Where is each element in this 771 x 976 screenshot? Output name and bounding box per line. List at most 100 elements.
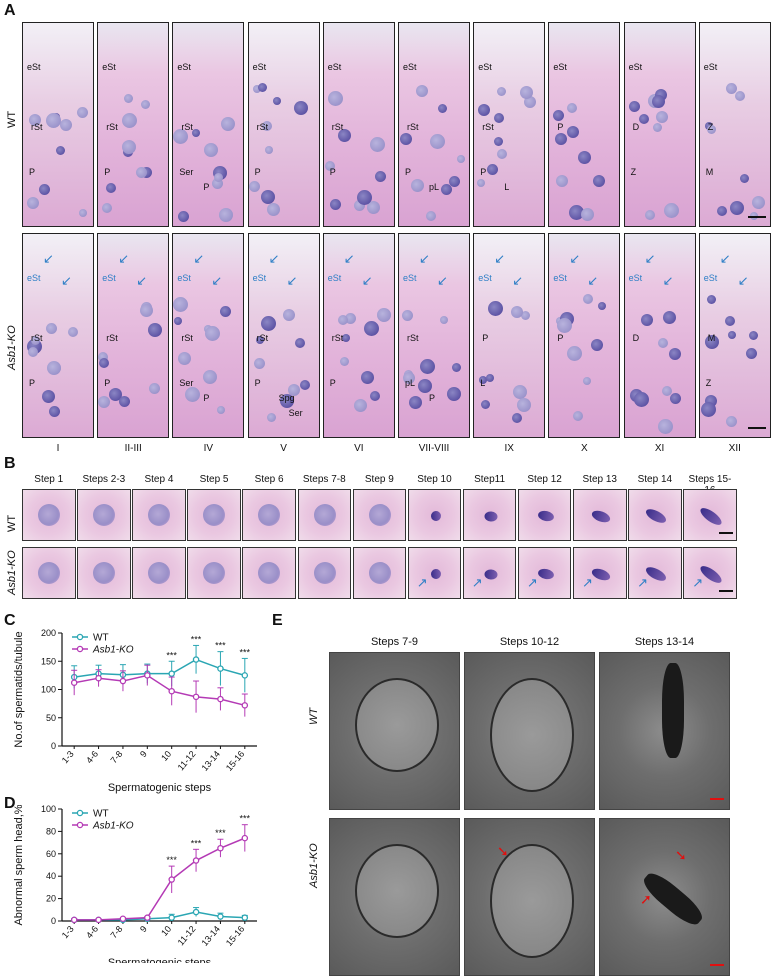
data-point: [95, 674, 102, 682]
data-point: [241, 834, 249, 842]
cell-label: eSt: [252, 273, 267, 283]
stage-label: V: [280, 443, 287, 454]
ko-step-tile: [297, 547, 351, 599]
cell-label: D: [632, 122, 640, 132]
cell-label: rSt: [331, 333, 344, 343]
spermatid-nucleus: [590, 566, 612, 582]
nucleus: [220, 306, 232, 317]
nucleus: [706, 295, 716, 304]
data-point: [70, 679, 78, 686]
cell-label: P: [104, 378, 111, 388]
x-tick-label: 7-8: [108, 924, 124, 940]
x-tick-label: 11-12: [176, 924, 198, 948]
x-tick-label: 4-6: [84, 924, 100, 940]
nucleus: [339, 357, 349, 366]
ko-step-tile: ↗: [407, 547, 462, 599]
nucleus: [279, 394, 294, 408]
nucleus: [329, 199, 341, 210]
y-tick-label: 200: [41, 628, 56, 638]
cell-label: Z: [630, 167, 637, 177]
cell-label: eSt: [403, 273, 417, 283]
data-point: [168, 876, 175, 883]
nucleus: [567, 103, 578, 113]
ko-stage-tile: eSt rSt P ↙ ↙: [97, 233, 170, 438]
data-point: [144, 672, 151, 679]
y-tick-label: 150: [41, 656, 56, 666]
nucleus-envelope: [490, 844, 574, 958]
cell-label: P: [557, 122, 564, 132]
nucleus: [593, 175, 606, 187]
nucleus: [282, 309, 295, 321]
ko-stage-tile: eSt M Z ↙ ↙: [698, 233, 771, 438]
x-tick-label: 13-14: [200, 749, 222, 773]
data-point: [119, 677, 127, 685]
cell-label: eSt: [27, 62, 41, 72]
wt-stage-tile: eSt rSt P: [247, 22, 320, 227]
nucleus: [640, 314, 653, 326]
spermatid-nucleus: [148, 504, 171, 526]
nucleus: [657, 419, 673, 434]
nucleus: [46, 113, 61, 128]
arrow-icon: ↙: [118, 251, 130, 266]
spermatid-nucleus: [258, 562, 281, 584]
nucleus: [68, 327, 78, 337]
cell-label: P: [482, 333, 489, 343]
nucleus: [214, 173, 224, 182]
data-point: [241, 702, 249, 709]
x-tick-label: 7-8: [108, 749, 124, 765]
nucleus: [136, 167, 148, 178]
nucleus: [477, 179, 486, 187]
nucleus: [494, 137, 504, 146]
red-arrow-icon: ➚: [640, 891, 652, 907]
arrow-icon: ↙: [644, 251, 656, 266]
nucleus: [374, 171, 386, 182]
nucleus: [28, 347, 38, 357]
nucleus: [299, 380, 310, 390]
nucleus: [725, 83, 737, 94]
x-tick-label: 10: [159, 924, 173, 938]
y-tick-label: 20: [46, 894, 56, 904]
nucleus: [141, 100, 151, 109]
arrow-icon: ↗: [471, 575, 483, 590]
cell-label: eSt: [628, 273, 643, 283]
arrow-icon: ↙: [437, 273, 448, 288]
nucleus: [734, 91, 745, 101]
row-label-wt-b: WT: [6, 514, 18, 532]
arrow-icon: ↙: [286, 273, 298, 288]
nucleus: [122, 113, 138, 128]
nucleus: [724, 316, 735, 326]
nucleus: [418, 379, 432, 393]
nucleus: [655, 111, 668, 123]
nucleus: [363, 321, 379, 336]
panel-letter-a: A: [4, 2, 16, 19]
cell-label: rSt: [31, 333, 43, 343]
nucleus: [122, 140, 137, 154]
wt-tem-image: [599, 652, 730, 810]
spermatid-nucleus: [368, 504, 391, 526]
spermatid-nucleus: [313, 504, 336, 526]
cell-label: M: [705, 167, 714, 177]
wt-stage-tile: eSt D Z: [623, 22, 696, 227]
nucleus: [27, 197, 39, 209]
nucleus: [403, 372, 415, 384]
nucleus: [583, 377, 592, 385]
ko-tem-image: [329, 818, 460, 976]
cell-label: eSt: [27, 273, 41, 283]
cell-label: P: [254, 378, 261, 388]
ko-stage-tile: eSt P ↙ ↙: [548, 233, 621, 438]
nucleus: [400, 133, 412, 145]
nucleus: [521, 311, 531, 320]
y-tick-label: 40: [46, 871, 56, 881]
x-tick-label: 1-3: [60, 749, 76, 765]
cell-label: P: [29, 378, 36, 388]
stage-label: X: [581, 443, 588, 454]
data-point: [144, 914, 151, 921]
nucleus: [512, 413, 523, 423]
data-point: [95, 916, 102, 924]
nucleus: [353, 200, 365, 211]
nucleus: [272, 97, 281, 105]
wt-tem-image: [329, 652, 460, 810]
spermatid-nucleus: [644, 506, 669, 526]
nucleus: [438, 104, 447, 113]
arrow-icon: ↙: [569, 251, 581, 266]
